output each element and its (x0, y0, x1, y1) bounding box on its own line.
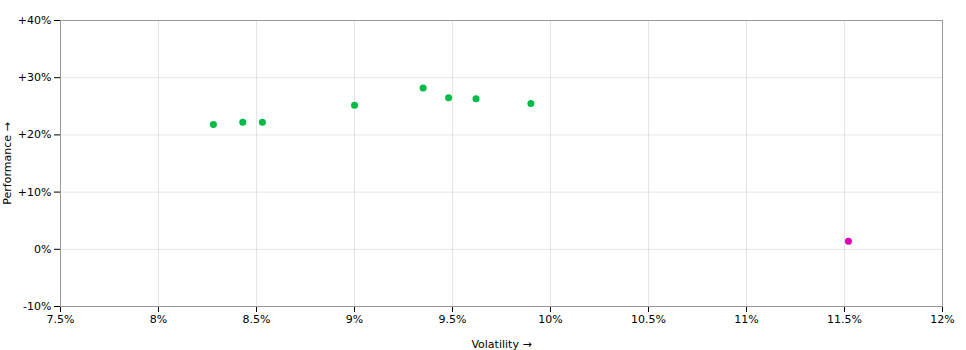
svg-text:Volatility →: Volatility → (471, 338, 531, 350)
svg-text:11.5%: 11.5% (827, 313, 862, 326)
svg-text:+40%: +40% (18, 14, 52, 27)
svg-text:0%: 0% (34, 243, 51, 256)
svg-text:-10%: -10% (23, 300, 51, 313)
svg-text:Performance →: Performance → (1, 122, 14, 204)
svg-text:8.5%: 8.5% (243, 313, 271, 326)
svg-text:9%: 9% (346, 313, 363, 326)
svg-text:11%: 11% (734, 313, 758, 326)
svg-text:+20%: +20% (18, 128, 52, 141)
svg-text:12%: 12% (930, 313, 954, 326)
svg-text:+30%: +30% (18, 71, 52, 84)
svg-text:9.5%: 9.5% (439, 313, 467, 326)
svg-text:7.5%: 7.5% (47, 313, 75, 326)
svg-text:10.5%: 10.5% (631, 313, 666, 326)
svg-text:10%: 10% (538, 313, 562, 326)
svg-text:8%: 8% (150, 313, 167, 326)
svg-text:+10%: +10% (18, 186, 52, 199)
